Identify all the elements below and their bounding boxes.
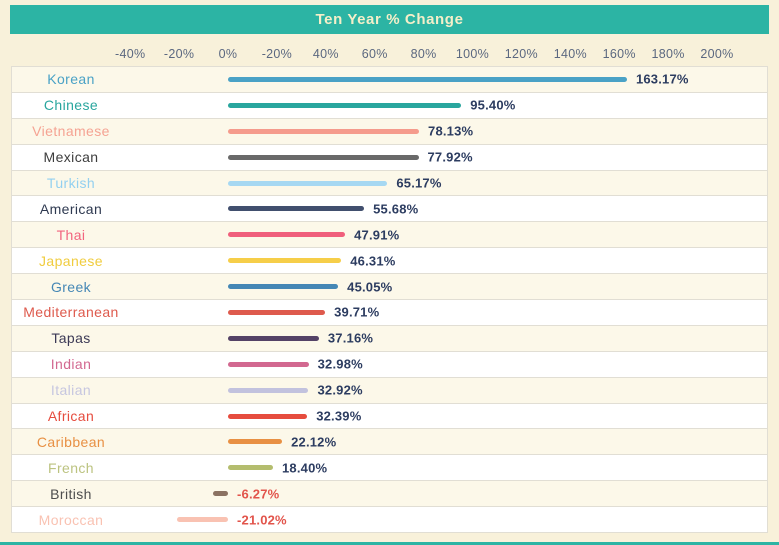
- category-label: Japanese: [39, 252, 103, 269]
- category-label: Caribbean: [36, 433, 106, 450]
- value-bar: [228, 206, 365, 212]
- chart-row: Thai 47.91%: [12, 222, 767, 249]
- value-label: 32.92%: [317, 382, 363, 398]
- value-bar: [228, 284, 339, 290]
- value-bar: [176, 517, 228, 523]
- chart-title-bar: Ten Year % Change: [10, 5, 769, 34]
- x-axis-tick-label: 100%: [455, 47, 490, 61]
- value-label: 32.98%: [317, 356, 363, 372]
- value-label: 77.92%: [427, 149, 473, 165]
- value-bar: [228, 413, 308, 419]
- category-label: Turkish: [46, 175, 96, 191]
- value-bar: [228, 102, 462, 108]
- chart-row: Mediterranean 39.71%: [12, 300, 767, 326]
- chart-row: Indian 32.98%: [12, 351, 767, 378]
- chart-row: African 32.39%: [12, 403, 767, 430]
- chart-row: Turkish 65.17%: [12, 170, 767, 197]
- chart-row: Chinese 95.40%: [12, 92, 767, 119]
- x-axis-tick-label: 180%: [651, 47, 685, 61]
- value-label: -6.27%: [237, 486, 280, 502]
- value-label: -21.02%: [237, 512, 287, 528]
- value-label: 39.71%: [334, 304, 380, 320]
- value-bar: [228, 439, 283, 445]
- category-label: Moroccan: [38, 511, 104, 528]
- chart-row: Vietnamese 78.13%: [12, 118, 767, 145]
- category-label: Italian: [50, 382, 92, 399]
- category-label: Greek: [50, 278, 92, 295]
- x-axis: -40% -20% 0% -20% 40% 60% 80% 100% 120% 140% 160% 1…: [0, 47, 779, 65]
- value-bar: [228, 180, 388, 186]
- category-label: Tapas: [51, 330, 91, 347]
- value-bar: [212, 491, 228, 497]
- category-label: Mediterranean: [23, 304, 119, 321]
- value-label: 22.12%: [291, 434, 337, 450]
- chart-row: Japanese 46.31%: [12, 248, 767, 275]
- x-axis-tick-label: 40%: [312, 47, 339, 61]
- category-label: African: [47, 408, 95, 425]
- category-label: Vietnamese: [32, 123, 110, 140]
- value-label: 46.31%: [350, 253, 396, 269]
- value-bar: [228, 309, 326, 315]
- category-label: Mexican: [43, 149, 99, 166]
- plot-area: Korean 163.17% Chinese 95.40% Vietnamese 78.1…: [11, 66, 768, 533]
- value-label: 163.17%: [635, 71, 689, 87]
- category-label: Indian: [50, 356, 92, 373]
- x-axis-tick-label: 200%: [700, 47, 734, 61]
- category-label: Thai: [56, 226, 86, 243]
- category-label: American: [39, 200, 103, 217]
- chart-row: Italian 32.92%: [12, 377, 767, 404]
- value-label: 37.16%: [327, 330, 374, 346]
- x-axis-tick-label: 0%: [218, 47, 238, 61]
- category-label: Korean: [47, 71, 95, 88]
- value-label: 47.91%: [354, 227, 400, 243]
- chart-row: Moroccan -21.02%: [12, 507, 767, 533]
- chart-row: British -6.27%: [12, 481, 767, 508]
- value-bar: [228, 465, 273, 471]
- value-label: 95.40%: [470, 97, 516, 113]
- x-axis-tick-label: -20%: [163, 47, 195, 61]
- chart-row: French 18.40%: [12, 455, 767, 482]
- value-bar: [228, 335, 319, 341]
- chart-row: American 55.68%: [12, 196, 767, 223]
- value-bar: [228, 387, 309, 393]
- chart-row: Caribbean 22.12%: [12, 429, 767, 456]
- x-axis-tick-label: 140%: [553, 47, 587, 61]
- value-bar: [228, 232, 346, 238]
- value-label: 55.68%: [373, 201, 419, 217]
- x-axis-tick-label: -20%: [261, 47, 293, 61]
- category-label: British: [50, 485, 92, 502]
- x-axis-tick-label: 120%: [504, 47, 538, 61]
- value-label: 32.39%: [316, 408, 362, 424]
- x-axis-tick-label: 60%: [361, 47, 388, 61]
- chart-title: Ten Year % Change: [315, 11, 464, 28]
- chart-row: Korean 163.17%: [12, 67, 767, 93]
- value-label: 45.05%: [347, 279, 393, 295]
- bottom-rule: [0, 542, 779, 545]
- chart-row: Mexican 77.92%: [12, 144, 767, 171]
- chart-row: Tapas 37.16%: [12, 325, 767, 352]
- value-bar: [228, 258, 342, 264]
- value-label: 78.13%: [428, 123, 474, 139]
- value-bar: [228, 361, 309, 367]
- value-bar: [228, 154, 419, 160]
- chart-row: Greek 45.05%: [12, 274, 767, 301]
- value-bar: [228, 128, 420, 134]
- category-label: Chinese: [43, 97, 99, 114]
- x-axis-tick-label: 160%: [602, 47, 636, 61]
- value-bar: [228, 76, 627, 82]
- x-axis-tick-label: 80%: [410, 47, 437, 61]
- value-label: 18.40%: [281, 460, 328, 476]
- value-label: 65.17%: [396, 175, 442, 191]
- x-axis-tick-label: -40%: [114, 47, 146, 61]
- category-label: French: [48, 459, 94, 476]
